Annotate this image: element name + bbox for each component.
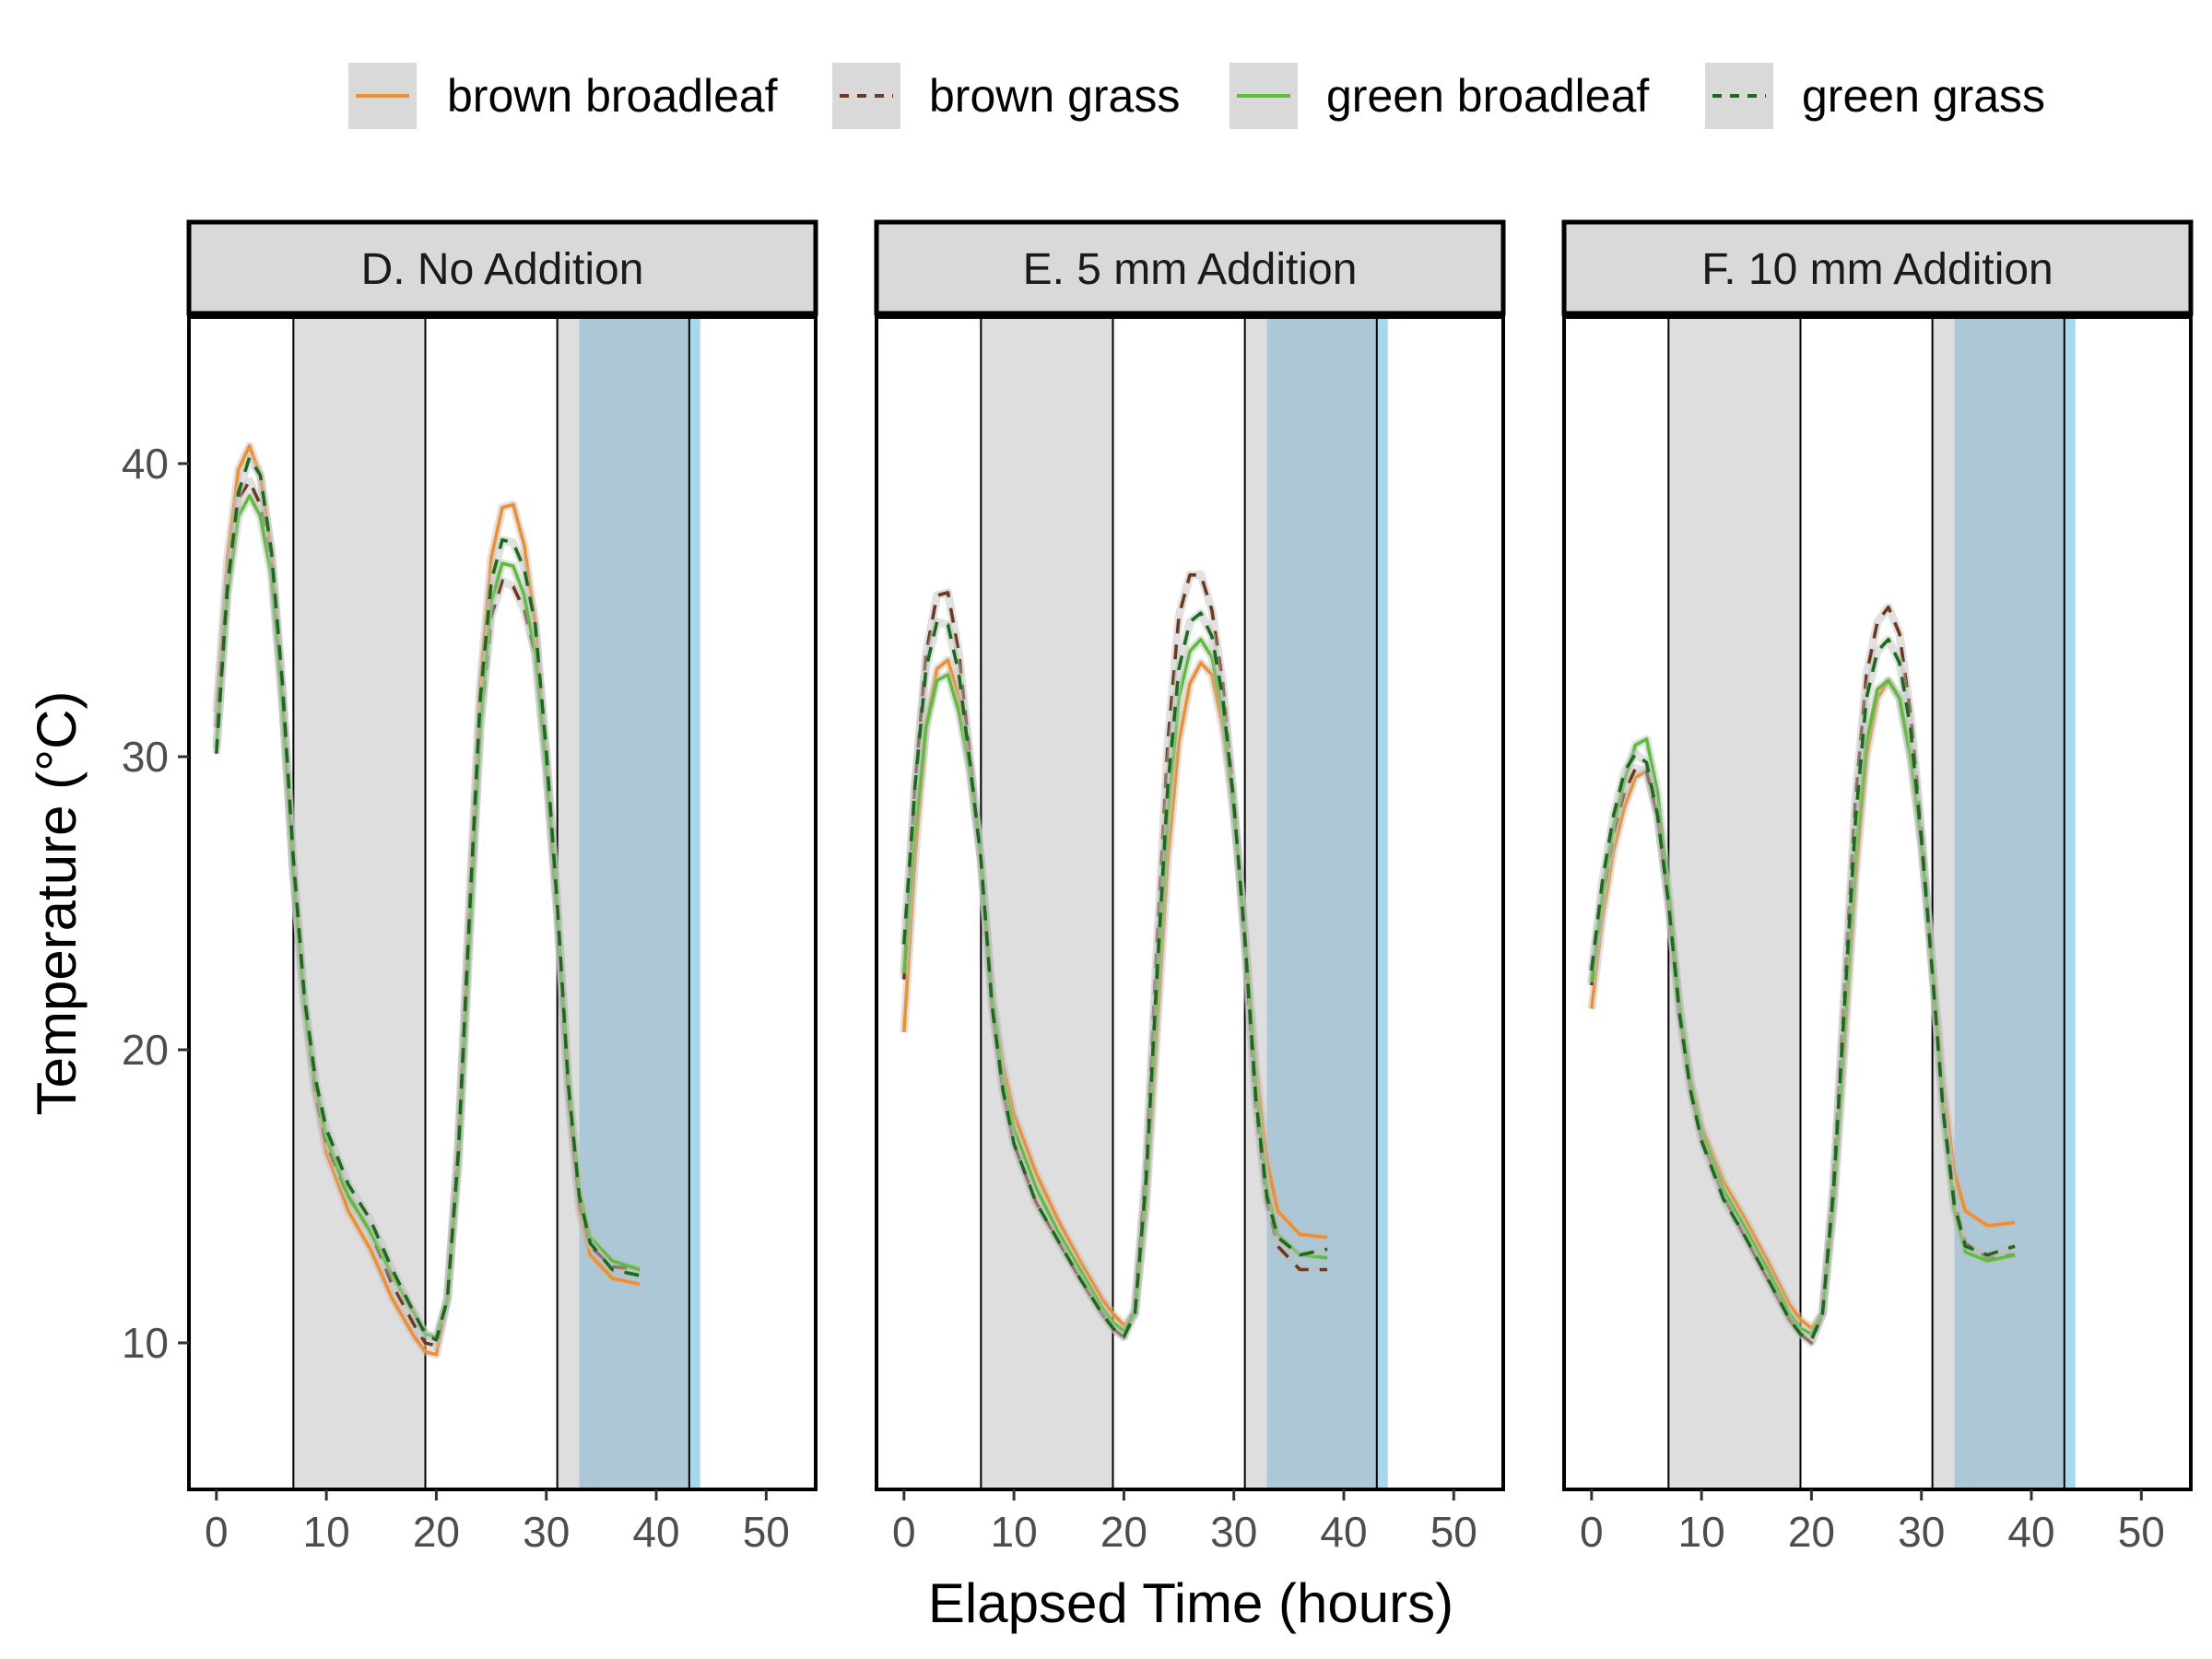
panel-d-no-addition: D. No Addition 0 10 20 30 40 50 10 20 30 40: [122, 219, 818, 1556]
shaded-region-blue: [1954, 317, 2065, 1489]
x-tick-label: 20: [413, 1508, 460, 1556]
shaded-region-gray: [981, 317, 1113, 1489]
series-line-brown-grass: [1590, 605, 2016, 1345]
x-tick-label: 40: [1320, 1508, 1367, 1556]
x-tick-label: 30: [523, 1508, 570, 1556]
x-tick-label: 50: [2118, 1508, 2165, 1556]
panel-e-5-mm-addition: E. 5 mm Addition 0 10 20 30 40 50: [874, 219, 1506, 1556]
panel-title: D. No Addition: [361, 245, 644, 294]
plot-background: [189, 317, 816, 1489]
legend-label: green grass: [1802, 70, 2045, 122]
legend-item-brown-broadleaf: brown broadleaf: [348, 63, 778, 129]
x-tick-label: 0: [205, 1508, 229, 1556]
x-tick-label: 10: [991, 1508, 1038, 1556]
legend: brown broadleaf brown grass green broadlea…: [348, 63, 2045, 129]
panel-strip: [874, 219, 1506, 316]
shaded-region-blue: [579, 317, 689, 1489]
x-axis-title: Elapsed Time (hours): [928, 1572, 1453, 1634]
y-tick-label: 10: [122, 1319, 169, 1367]
x-tick-label: 50: [743, 1508, 790, 1556]
panel-border: [1562, 315, 2193, 1491]
panel-strip: [186, 219, 818, 316]
legend-label: brown broadleaf: [447, 70, 778, 122]
shaded-region-lightblue: [2064, 317, 2076, 1489]
shaded-region-gray: [1668, 317, 1801, 1489]
y-tick-label: 20: [122, 1026, 169, 1074]
x-tick-label: 20: [1100, 1508, 1147, 1556]
x-tick-label: 30: [1898, 1508, 1945, 1556]
plot-background: [877, 317, 1503, 1489]
panel-border: [187, 315, 818, 1491]
x-tick-label: 30: [1210, 1508, 1257, 1556]
panel-border: [875, 315, 1505, 1491]
x-tick-label: 20: [1788, 1508, 1835, 1556]
legend-item-green-broadleaf: green broadleaf: [1230, 63, 1649, 129]
panel-title: E. 5 mm Addition: [1023, 245, 1358, 294]
x-tick-label: 10: [1678, 1508, 1725, 1556]
panel-title: F. 10 mm Addition: [1701, 245, 2053, 294]
x-tick-label: 0: [1580, 1508, 1604, 1556]
series-line-green-grass: [215, 455, 641, 1342]
series-line-green-broadleaf: [1590, 678, 2016, 1336]
panel-strip: [1561, 219, 2194, 316]
panel-f-10-mm-addition: F. 10 mm Addition 0 10 20 30 40 50: [1561, 219, 2194, 1556]
series-line-green-grass: [902, 611, 1328, 1339]
x-tick-label: 0: [892, 1508, 916, 1556]
x-tick-label: 50: [1430, 1508, 1477, 1556]
shaded-region-gray: [1932, 317, 1955, 1489]
y-tick-label: 30: [122, 733, 169, 781]
legend-label: green broadleaf: [1326, 70, 1649, 122]
legend-item-brown-grass: brown grass: [832, 63, 1180, 129]
legend-item-green-grass: green grass: [1705, 63, 2045, 129]
plot-background: [1564, 317, 2191, 1489]
legend-label: brown grass: [929, 70, 1180, 122]
shaded-region-gray: [557, 317, 580, 1489]
x-tick-label: 10: [303, 1508, 350, 1556]
x-tick-label: 40: [632, 1508, 679, 1556]
shaded-region-lightblue: [1376, 317, 1388, 1489]
y-axis-title: Temperature (°C): [26, 691, 88, 1116]
x-tick-label: 40: [2007, 1508, 2054, 1556]
series-band-green-grass: [1587, 635, 2017, 1345]
y-tick-label: 40: [122, 440, 169, 488]
shaded-region-gray: [1244, 317, 1267, 1489]
shaded-region-lightblue: [688, 317, 700, 1489]
shaded-region-blue: [1266, 317, 1377, 1489]
